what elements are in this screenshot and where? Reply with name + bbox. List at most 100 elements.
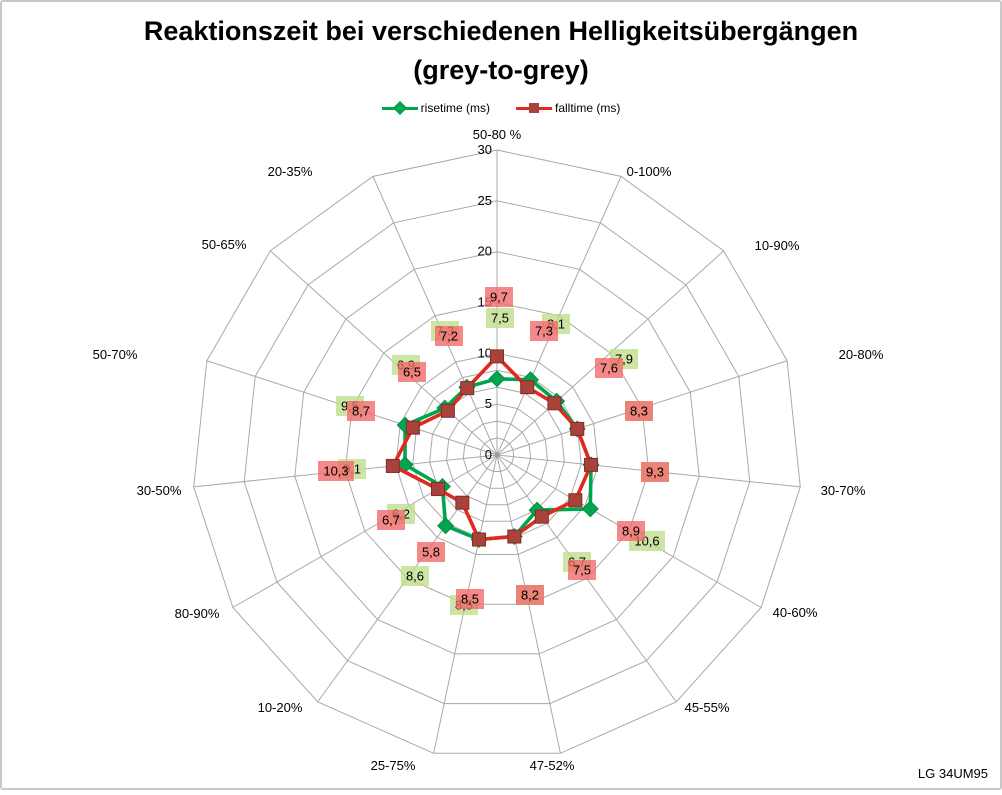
axis-tick-0: 0 bbox=[485, 447, 492, 462]
data-label-falltime-12-box bbox=[347, 401, 375, 421]
falltime-marker-8 bbox=[472, 532, 487, 547]
data-label-falltime-2-text: 7,6 bbox=[600, 361, 618, 376]
radar-center-dot bbox=[494, 452, 500, 458]
category-label-9: 10-20% bbox=[258, 700, 303, 715]
legend-label-risetime: risetime (ms) bbox=[420, 101, 490, 115]
data-label-falltime-6-text: 7,5 bbox=[573, 563, 591, 578]
axis-tick-5: 5 bbox=[485, 396, 492, 411]
falltime-marker-5 bbox=[568, 493, 583, 508]
falltime-marker-13 bbox=[440, 403, 455, 418]
data-label-falltime-1-box bbox=[530, 321, 558, 341]
data-label-falltime-4-box bbox=[641, 462, 669, 482]
falltime-marker-7 bbox=[507, 529, 522, 544]
grid-ring-1 bbox=[462, 420, 532, 489]
data-label-falltime-8-text: 8,5 bbox=[461, 592, 479, 607]
grid-ring-7 bbox=[294, 251, 700, 655]
grid-spoke-14 bbox=[372, 176, 498, 456]
category-label-4: 30-70% bbox=[821, 483, 866, 498]
chart-title: Reaktionszeit bei verschiedenen Helligke… bbox=[0, 12, 1002, 90]
falltime-marker-10 bbox=[431, 482, 446, 497]
data-label-falltime-13-text: 6,5 bbox=[403, 365, 421, 380]
data-label-risetime-0-box bbox=[486, 308, 514, 328]
category-label-3: 20-80% bbox=[839, 347, 884, 362]
data-label-falltime-9-box bbox=[417, 542, 445, 562]
data-label-falltime-0-box bbox=[485, 287, 513, 307]
falltime-marker-3 bbox=[570, 421, 585, 436]
data-label-falltime-14-box bbox=[435, 326, 463, 346]
data-label-falltime-13-box bbox=[398, 362, 426, 382]
category-label-6: 45-55% bbox=[685, 700, 730, 715]
data-label-risetime-9-box bbox=[401, 566, 429, 586]
grid-ring-2 bbox=[445, 403, 549, 506]
grid-ring-5 bbox=[395, 352, 599, 555]
falltime-line bbox=[391, 354, 593, 542]
category-label-12: 50-70% bbox=[93, 347, 138, 362]
grid-ring-3 bbox=[429, 386, 565, 522]
data-label-falltime-11-text: 10,3 bbox=[323, 464, 348, 479]
data-label-falltime-10-box bbox=[377, 510, 405, 530]
axis-tick-25: 25 bbox=[478, 193, 492, 208]
category-label-2: 10-90% bbox=[755, 238, 800, 253]
data-label-falltime-5-box bbox=[617, 521, 645, 541]
data-label-falltime-7-box bbox=[516, 585, 544, 605]
falltime-marker-14 bbox=[460, 381, 475, 396]
category-label-10: 80-90% bbox=[175, 606, 220, 621]
falltime-square-icon bbox=[528, 103, 539, 113]
data-label-falltime-2-box bbox=[595, 358, 623, 378]
risetime-diamond-icon bbox=[392, 100, 407, 116]
grid-spoke-13 bbox=[270, 250, 498, 456]
data-label-falltime-10-text: 6,7 bbox=[382, 513, 400, 528]
falltime-marker-9 bbox=[455, 495, 470, 510]
data-label-falltime-5-text: 8,9 bbox=[622, 524, 640, 539]
data-label-falltime-4-text: 9,3 bbox=[646, 465, 664, 480]
falltime-marker-0 bbox=[490, 349, 504, 364]
category-label-7: 47-52% bbox=[530, 758, 575, 773]
risetime-marker-0 bbox=[488, 370, 506, 388]
axis-tick-20: 20 bbox=[478, 244, 492, 259]
falltime-legend-swatch bbox=[515, 102, 552, 114]
legend-item-falltime: falltime (ms) bbox=[515, 101, 621, 115]
legend-label-falltime: falltime (ms) bbox=[554, 101, 621, 115]
falltime-marker-1 bbox=[520, 380, 535, 395]
risetime-marker-9 bbox=[437, 517, 455, 535]
data-label-risetime-9-text: 8,6 bbox=[406, 569, 424, 584]
risetime-marker-5 bbox=[581, 500, 599, 518]
grid-ring-0 bbox=[479, 437, 515, 472]
axis-tick-30: 30 bbox=[478, 142, 492, 157]
data-label-falltime-14-text: 7,2 bbox=[440, 329, 458, 344]
legend: risetime (ms) falltime (ms) bbox=[0, 100, 1002, 116]
category-label-14: 20-35% bbox=[268, 164, 313, 179]
category-label-0: 50-80 % bbox=[473, 127, 522, 142]
chart-title-line2: (grey-to-grey) bbox=[413, 55, 589, 85]
data-label-falltime-1-text: 7,3 bbox=[535, 324, 553, 339]
risetime-legend-swatch bbox=[381, 100, 418, 116]
category-label-1: 0-100% bbox=[627, 164, 672, 179]
data-label-falltime-3-box bbox=[625, 401, 653, 421]
data-label-falltime-12-text: 8,7 bbox=[352, 404, 370, 419]
data-label-falltime-3-text: 8,3 bbox=[630, 404, 648, 419]
falltime-marker-12 bbox=[405, 420, 420, 435]
data-label-falltime-8-box bbox=[456, 589, 484, 609]
chart-title-line1: Reaktionszeit bei verschiedenen Helligke… bbox=[143, 16, 859, 46]
grid-ring-8 bbox=[243, 200, 751, 705]
falltime-marker-2 bbox=[547, 396, 562, 411]
falltime-marker-6 bbox=[534, 509, 549, 524]
data-label-falltime-9-text: 5,8 bbox=[422, 545, 440, 560]
falltime-marker-11 bbox=[385, 458, 400, 473]
category-label-5: 40-60% bbox=[773, 605, 818, 620]
grid-ring-6 bbox=[344, 301, 650, 605]
data-label-falltime-0-text: 9,7 bbox=[490, 290, 508, 305]
data-label-falltime-6-box bbox=[568, 560, 596, 580]
data-label-risetime-0-text: 7,5 bbox=[491, 311, 509, 326]
legend-item-risetime: risetime (ms) bbox=[381, 100, 490, 116]
grid-ring-9 bbox=[193, 149, 801, 754]
category-label-13: 50-65% bbox=[202, 237, 247, 252]
axis-tick-10: 10 bbox=[478, 345, 492, 360]
grid-spoke-10 bbox=[232, 454, 498, 608]
device-model-label: LG 34UM95 bbox=[917, 766, 988, 781]
data-label-falltime-11-box bbox=[318, 461, 354, 481]
falltime-marker-4 bbox=[584, 457, 599, 472]
category-label-8: 25-75% bbox=[371, 758, 416, 773]
data-label-falltime-7-text: 8,2 bbox=[521, 588, 539, 603]
